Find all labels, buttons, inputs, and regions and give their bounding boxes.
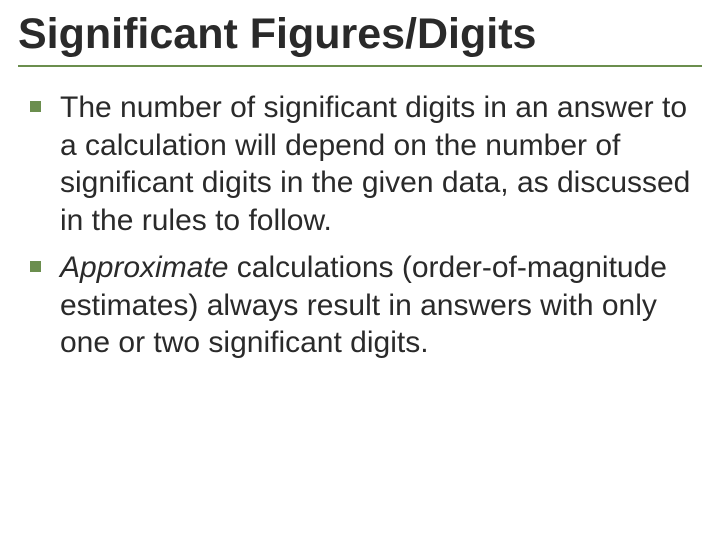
slide-container: Significant Figures/Digits The number of… [0,0,720,540]
bullet-item: The number of significant digits in an a… [24,89,702,239]
bullet-square-icon [30,101,41,112]
bullet-text: The number of significant digits in an a… [60,91,690,237]
bullet-square-icon [30,261,41,272]
slide-title: Significant Figures/Digits [18,12,702,67]
bullet-italic-word: Approximate [60,251,228,284]
bullet-list: The number of significant digits in an a… [18,89,702,362]
bullet-item: Approximate calculations (order-of-magni… [24,249,702,362]
